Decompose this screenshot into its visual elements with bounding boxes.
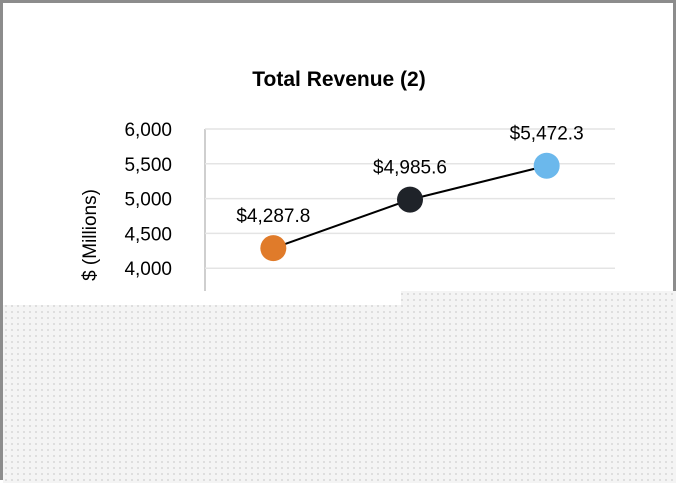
data-label: $4,985.6 bbox=[373, 158, 447, 179]
revenue-chart: Total Revenue (2) $ (Millions) 6,000 5,50… bbox=[80, 68, 615, 315]
y-axis-label: $ (Millions) bbox=[80, 189, 101, 281]
y-tick-label: 5,000 bbox=[124, 190, 172, 211]
y-tick-label: 4,000 bbox=[124, 259, 172, 280]
y-tick-label: 6,000 bbox=[124, 120, 172, 141]
data-label: $5,472.3 bbox=[510, 124, 584, 145]
data-point bbox=[260, 235, 287, 262]
chart-title: Total Revenue (2) bbox=[252, 68, 425, 91]
obscured-region-edge bbox=[3, 291, 401, 305]
data-point bbox=[397, 186, 423, 213]
data-label: $4,287.8 bbox=[236, 206, 310, 227]
obscured-region bbox=[3, 291, 676, 483]
y-tick-label: 4,500 bbox=[124, 224, 172, 245]
data-point bbox=[533, 152, 560, 179]
y-tick-label: 5,500 bbox=[124, 155, 172, 176]
